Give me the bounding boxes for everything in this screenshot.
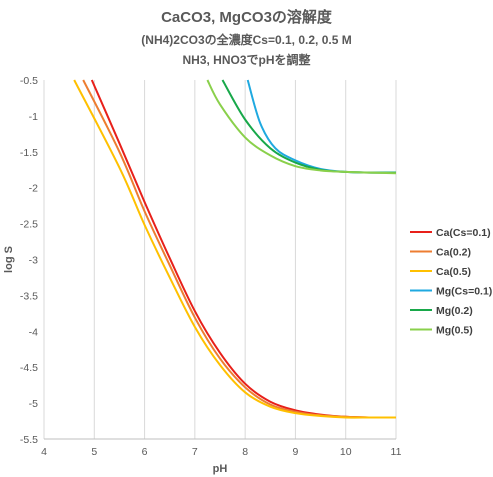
y-tick-label: -5.5 bbox=[20, 434, 38, 446]
y-tick-label: -4.5 bbox=[20, 362, 38, 374]
y-tick-label: -1.5 bbox=[20, 147, 38, 159]
x-tick-label: 10 bbox=[340, 446, 352, 458]
y-tick-labels: -0.5 -1 -1.5 -2 -2.5 -3 -3.5 -4 -4.5 -5 -5.5 bbox=[20, 75, 38, 446]
y-tick-label: -3.5 bbox=[20, 290, 38, 302]
x-tick-label: 9 bbox=[293, 446, 299, 458]
legend-label: Mg(0.2) bbox=[436, 305, 473, 317]
legend-label: Ca(Cs=0.1) bbox=[436, 227, 491, 239]
series-line-5 bbox=[206, 79, 397, 175]
legend-label: Mg(0.5) bbox=[436, 325, 473, 337]
y-tick-label: -4 bbox=[29, 326, 38, 338]
chart-title: CaCO3, MgCO3の溶解度 bbox=[161, 9, 332, 26]
series-line-2 bbox=[73, 79, 396, 419]
series-line-4 bbox=[221, 79, 397, 174]
y-tick-label: -2 bbox=[29, 183, 38, 195]
chart-subtitle-2: NH3, HNO3でpHを調整 bbox=[182, 53, 311, 67]
series-lines bbox=[73, 79, 397, 419]
grid-lines bbox=[43, 80, 397, 440]
y-tick-label: -1 bbox=[29, 111, 38, 123]
x-axis-title: pH bbox=[213, 463, 228, 475]
y-tick-label: -0.5 bbox=[20, 75, 38, 87]
y-tick-label: -5 bbox=[29, 398, 38, 410]
chart-subtitle: (NH4)2CO3の全濃度Cs=0.1, 0.2, 0.5 M bbox=[141, 33, 352, 47]
series-line-0 bbox=[90, 79, 397, 419]
x-tick-labels: 4 5 6 7 8 9 10 11 bbox=[41, 446, 402, 458]
series-line-3 bbox=[246, 79, 397, 174]
y-axis-title: log S bbox=[3, 246, 15, 273]
legend-label: Ca(0.2) bbox=[436, 247, 471, 259]
x-tick-label: 4 bbox=[41, 446, 47, 458]
x-tick-label: 7 bbox=[192, 446, 198, 458]
x-tick-label: 8 bbox=[242, 446, 248, 458]
legend-label: Ca(0.5) bbox=[436, 266, 471, 278]
y-tick-label: -2.5 bbox=[20, 219, 38, 231]
x-tick-label: 5 bbox=[91, 446, 97, 458]
x-tick-label: 6 bbox=[142, 446, 148, 458]
x-tick-label: 11 bbox=[391, 446, 402, 458]
legend-label: Mg(Cs=0.1) bbox=[436, 286, 492, 298]
y-tick-label: -3 bbox=[29, 255, 38, 267]
legend: Ca(Cs=0.1) Ca(0.2) Ca(0.5) Mg(Cs=0.1) Mg(0.2… bbox=[410, 227, 492, 337]
